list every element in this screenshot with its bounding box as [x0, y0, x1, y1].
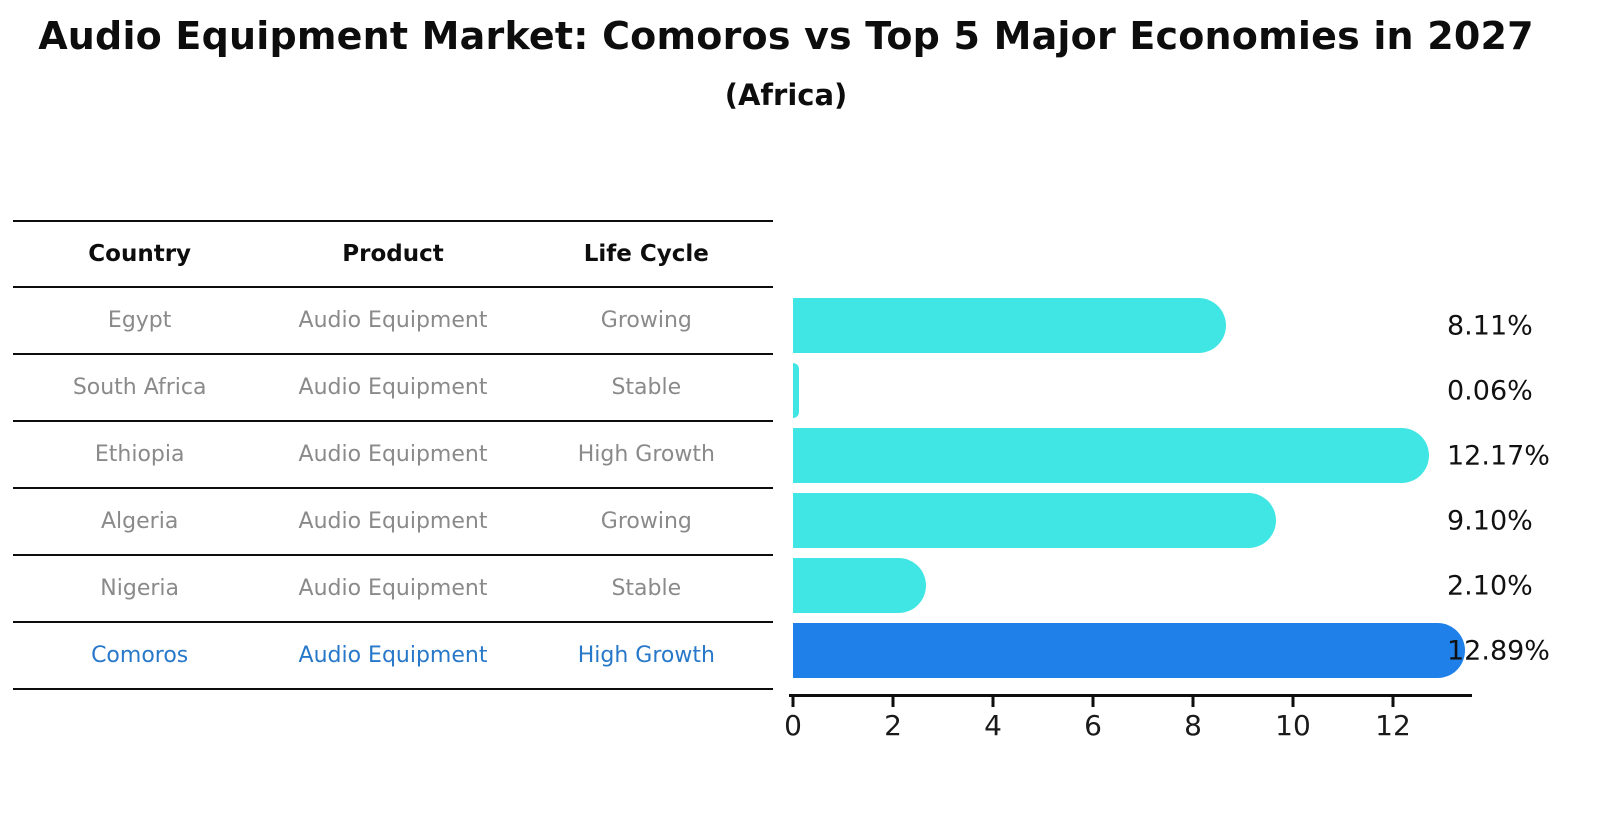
cell-country: South Africa: [72, 375, 207, 400]
cell-product: Audio Equipment: [298, 643, 488, 668]
table-row: South Africa Audio Equipment Stable: [13, 355, 773, 422]
cell-country: Egypt: [107, 308, 172, 333]
cell-product: Audio Equipment: [298, 375, 488, 400]
cell-life-cycle: High Growth: [577, 643, 715, 668]
x-axis-tick-label: 10: [1275, 709, 1311, 742]
cell-life-cycle: Stable: [611, 576, 682, 601]
cell-product: Audio Equipment: [298, 509, 488, 534]
bar-value-label: 12.17%: [1447, 440, 1550, 471]
column-header-life-cycle: Life Cycle: [583, 241, 709, 267]
x-axis-tick-label: 6: [1084, 709, 1102, 742]
table-row-highlighted: Comoros Audio Equipment High Growth: [13, 623, 773, 690]
cell-country: Algeria: [101, 509, 179, 534]
table-row: Ethiopia Audio Equipment High Growth: [13, 422, 773, 489]
bar-ethiopia: [793, 428, 1429, 483]
table-header-row: Country Product Life Cycle: [13, 222, 773, 288]
cell-product: Audio Equipment: [298, 308, 488, 333]
bar-comoros: [793, 623, 1465, 678]
cell-product: Audio Equipment: [298, 576, 488, 601]
x-axis-tick: [891, 696, 895, 707]
column-header-product: Product: [342, 241, 444, 267]
column-header-country: Country: [88, 241, 192, 267]
cell-product: Audio Equipment: [298, 442, 488, 467]
x-axis-tick-label: 8: [1184, 709, 1202, 742]
table-row: Nigeria Audio Equipment Stable: [13, 556, 773, 623]
x-axis-tick: [1191, 696, 1195, 707]
country-table: Country Product Life Cycle Egypt Audio E…: [13, 220, 773, 690]
bar-egypt: [793, 298, 1226, 353]
x-axis-tick: [1391, 696, 1395, 707]
bar-value-label: 8.11%: [1447, 310, 1533, 341]
x-axis-tick: [991, 696, 995, 707]
table-row: Algeria Audio Equipment Growing: [13, 489, 773, 556]
bar-nigeria: [793, 558, 926, 613]
bar-value-label: 9.10%: [1447, 505, 1533, 536]
x-axis-tick-label: 2: [884, 709, 902, 742]
x-axis-line: [789, 694, 1472, 697]
x-axis-tick: [1091, 696, 1095, 707]
table-row: Egypt Audio Equipment Growing: [13, 288, 773, 355]
x-axis-tick: [1291, 696, 1295, 707]
x-axis-tick: [791, 696, 795, 707]
chart-subtitle: (Africa): [724, 78, 848, 112]
x-axis-tick-label: 4: [984, 709, 1002, 742]
bar-value-label: 12.89%: [1447, 635, 1550, 666]
cell-country: Comoros: [91, 643, 189, 668]
bar-value-label: 0.06%: [1447, 375, 1533, 406]
cell-life-cycle: High Growth: [577, 442, 715, 467]
bar-south-africa: [793, 363, 799, 418]
cell-life-cycle: Growing: [600, 308, 692, 333]
bar-value-label: 2.10%: [1447, 570, 1533, 601]
cell-country: Ethiopia: [94, 442, 185, 467]
cell-life-cycle: Growing: [600, 509, 692, 534]
cell-country: Nigeria: [100, 576, 180, 601]
chart-title: Audio Equipment Market: Comoros vs Top 5…: [38, 14, 1534, 58]
x-axis-tick-label: 12: [1375, 709, 1411, 742]
bar-algeria: [793, 493, 1276, 548]
x-axis-tick-label: 0: [784, 709, 802, 742]
cell-life-cycle: Stable: [611, 375, 682, 400]
